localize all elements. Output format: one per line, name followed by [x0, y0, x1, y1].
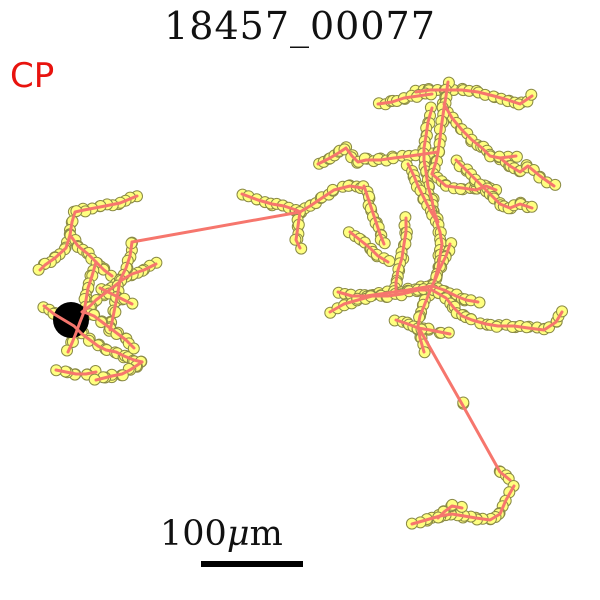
track-segment-2: [68, 233, 114, 278]
scale-bar-value: 100: [160, 514, 227, 554]
track-segment-23: [406, 162, 444, 284]
image-title: 18457_00077: [164, 4, 436, 48]
track-segment-15: [422, 106, 440, 224]
track-segment-18: [442, 102, 518, 160]
cell-node-layer: [32, 76, 568, 530]
track-segment-28: [336, 284, 480, 304]
track-segment-7: [54, 368, 98, 376]
track-segment-6: [42, 304, 144, 364]
track-segment-20: [430, 172, 498, 192]
track-segment-30: [394, 318, 452, 336]
track-segment-10: [98, 286, 134, 306]
track-segment-9: [82, 310, 136, 350]
track-segment-19: [430, 80, 450, 176]
track-segment-13: [294, 210, 302, 250]
track-segment-26: [394, 216, 408, 296]
track-segment-25: [348, 230, 390, 264]
cell-node: [549, 178, 562, 191]
track-segment-32: [410, 484, 516, 526]
track-segment-21: [498, 156, 556, 188]
class-label: CP: [10, 56, 55, 96]
track-segment-5: [108, 240, 134, 332]
track-segment-1: [38, 194, 139, 272]
track-segment-31: [418, 328, 512, 482]
scale-bar: [201, 561, 303, 567]
track-segment-22: [454, 158, 534, 210]
track-segment-16: [414, 88, 534, 106]
track-segment-29: [328, 288, 564, 332]
scale-bar-unit-prefix: μ: [226, 514, 250, 554]
track-segment-4: [80, 262, 158, 314]
track-segment-33: [436, 504, 464, 520]
scale-bar-unit-suffix: m: [249, 514, 283, 554]
track-segment-17: [376, 92, 434, 106]
track-segment-11: [130, 210, 302, 244]
track-path-layer: [38, 80, 564, 526]
scale-bar-label: 100μm: [160, 514, 283, 554]
track-segment-14: [316, 146, 440, 166]
cell-body-origin: [53, 302, 89, 338]
track-segment-8: [94, 360, 144, 382]
track-segment-24: [362, 184, 386, 246]
